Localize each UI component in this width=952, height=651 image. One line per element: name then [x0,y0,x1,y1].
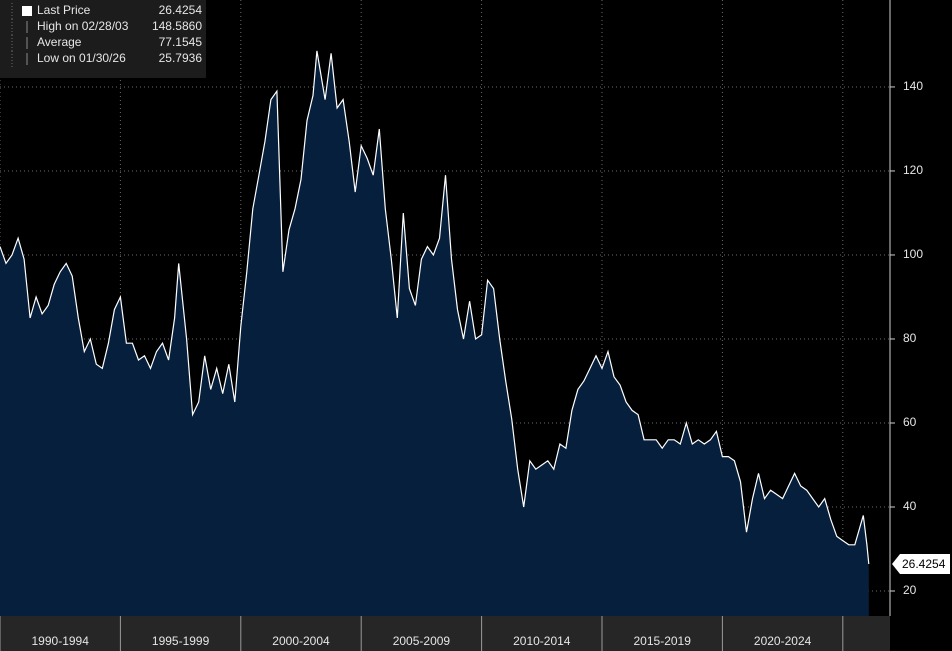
y-tick-label: 20 [903,583,917,597]
y-tick-label: 100 [903,247,923,261]
legend-name: Low on 01/30/26 [37,51,126,65]
x-tick-label: 2010-2014 [513,634,571,648]
y-tick-label: 80 [903,331,917,345]
x-axis-band [0,616,890,651]
area [0,50,869,616]
line [0,50,870,565]
legend-value: 26.4254 [159,3,203,17]
x-tick-label: 2020-2024 [754,634,812,648]
legend-name: Average [37,35,82,49]
legend: Last Price 26.4254 High on 02/28/03 148.586… [0,0,206,78]
x-tick-label: 2015-2019 [634,634,692,648]
y-tick-label: 140 [903,79,923,93]
x-tick-label: 1995-1999 [152,634,210,648]
legend-value: 77.1545 [159,35,203,49]
plot [0,0,890,616]
legend-name: Last Price [37,3,91,17]
y-tick-label: 60 [903,415,917,429]
legend-name: High on 02/28/03 [37,19,129,33]
y-tick-label: 120 [903,163,923,177]
last-price-tag [892,554,950,575]
last-price-label: 26.4254 [902,557,946,571]
x-tick-label: 1990-1994 [32,634,90,648]
y-tick-label: 40 [903,499,917,513]
legend-box [0,0,206,78]
legend-swatch [22,6,32,16]
legend-value: 148.5860 [152,19,202,33]
x-tick-label: 2000-2004 [272,634,330,648]
legend-value: 25.7936 [159,51,203,65]
x-tick-label: 2005-2009 [393,634,451,648]
